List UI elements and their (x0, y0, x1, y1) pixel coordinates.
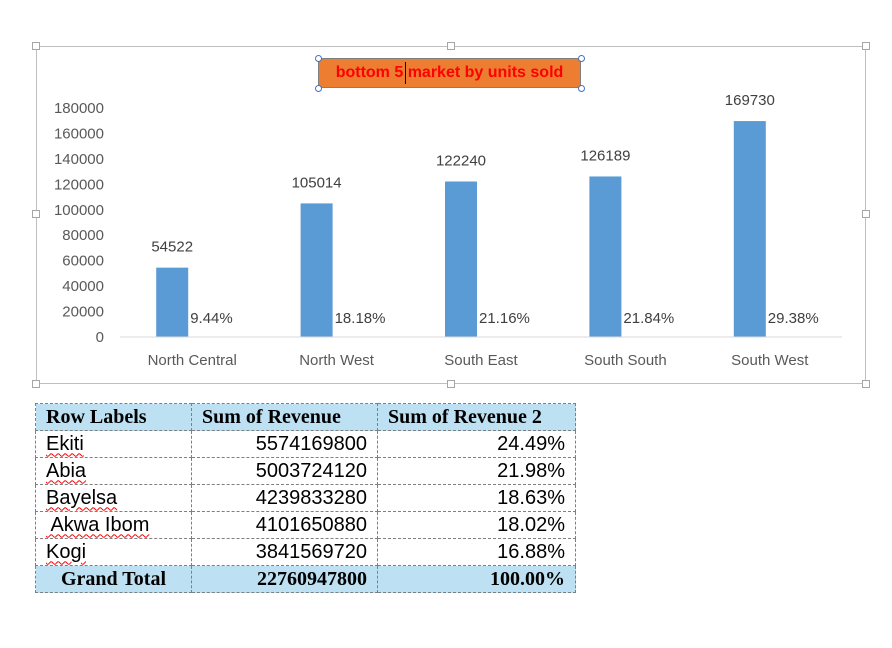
grand-total-label[interactable]: Grand Total (35, 565, 192, 593)
row-label[interactable]: Ekiti (35, 430, 192, 458)
percent-cell[interactable]: 21.98% (377, 457, 576, 485)
y-tick-label: 120000 (54, 176, 104, 193)
y-tick-label: 180000 (54, 100, 104, 117)
title-handle-top-right[interactable] (578, 55, 585, 62)
revenue-cell[interactable]: 4101650880 (191, 511, 378, 539)
resize-handle-bottom-left[interactable] (32, 380, 40, 388)
bar-value-label: 169730 (725, 92, 775, 109)
row-label[interactable]: Akwa Ibom (35, 511, 192, 539)
revenue-cell[interactable]: 5574169800 (191, 430, 378, 458)
grand-total-row: Grand Total 22760947800 100.00% (35, 565, 576, 593)
bar[interactable] (445, 181, 477, 337)
bar-value-label: 122240 (436, 152, 486, 169)
bar[interactable] (300, 203, 333, 337)
bar-percent-label: 21.84% (623, 310, 674, 327)
y-axis: 0 20000 40000 60000 80000 100000 120000 140000 1… (54, 100, 104, 346)
y-tick-label: 0 (96, 329, 104, 346)
percent-cell[interactable]: 18.63% (377, 484, 576, 512)
header-sum-of-revenue[interactable]: Sum of Revenue (191, 403, 378, 431)
grand-total-revenue[interactable]: 22760947800 (191, 565, 378, 593)
table-row: Akwa Ibom 4101650880 18.02% (35, 511, 576, 539)
bar-percent-label: 29.38% (768, 310, 819, 327)
resize-handle-top-right[interactable] (862, 42, 870, 50)
text-cursor (405, 62, 406, 84)
row-label[interactable]: Kogi (35, 538, 192, 566)
y-tick-label: 100000 (54, 202, 104, 219)
pivot-table: Row Labels Sum of Revenue Sum of Revenue… (35, 403, 576, 593)
header-row-labels[interactable]: Row Labels (35, 403, 192, 431)
resize-handle-right[interactable] (862, 210, 870, 218)
bar-value-label: 54522 (151, 239, 193, 256)
revenue-cell[interactable]: 3841569720 (191, 538, 378, 566)
x-tick-label: South South (584, 352, 667, 369)
x-axis: North Central North West South East South S… (120, 336, 842, 369)
revenue-cell[interactable]: 4239833280 (191, 484, 378, 512)
y-tick-label: 60000 (62, 253, 104, 270)
title-handle-bottom-left[interactable] (315, 85, 322, 92)
table-row: Bayelsa 4239833280 18.63% (35, 484, 576, 512)
row-label[interactable]: Bayelsa (35, 484, 192, 512)
chart-plot: 0 20000 40000 60000 80000 100000 120000 140000 1… (54, 92, 842, 369)
y-tick-label: 80000 (62, 227, 104, 244)
percent-cell[interactable]: 24.49% (377, 430, 576, 458)
bar-percent-label: 21.16% (479, 310, 530, 327)
table-row: Ekiti 5574169800 24.49% (35, 430, 576, 458)
table-row: Abia 5003724120 21.98% (35, 457, 576, 485)
title-handle-top-left[interactable] (315, 55, 322, 62)
y-tick-label: 140000 (54, 151, 104, 168)
x-tick-label: North Central (148, 352, 237, 369)
table-row: Kogi 3841569720 16.88% (35, 538, 576, 566)
resize-handle-top-left[interactable] (32, 42, 40, 50)
bar[interactable] (589, 176, 622, 337)
bar-value-label: 105014 (292, 174, 342, 191)
pivot-header-row: Row Labels Sum of Revenue Sum of Revenue… (35, 403, 576, 431)
resize-handle-top[interactable] (447, 42, 455, 50)
bar-value-label: 126189 (580, 147, 630, 164)
x-tick-label: South West (731, 352, 809, 369)
chart-title[interactable]: bottom 5 market by units sold (318, 58, 581, 88)
resize-handle-bottom-right[interactable] (862, 380, 870, 388)
title-handle-bottom-right[interactable] (578, 85, 585, 92)
bar[interactable] (156, 267, 189, 337)
resize-handle-left[interactable] (32, 210, 40, 218)
resize-handle-bottom[interactable] (447, 380, 455, 388)
y-tick-label: 160000 (54, 125, 104, 142)
bar-series: 54522 9.44% 105014 18.18% 122240 21.16% 126189… (151, 92, 819, 337)
bar-percent-label: 18.18% (335, 310, 386, 327)
row-label[interactable]: Abia (35, 457, 192, 485)
percent-cell[interactable]: 18.02% (377, 511, 576, 539)
bar-percent-label: 9.44% (190, 310, 233, 327)
grand-total-percent[interactable]: 100.00% (377, 565, 576, 593)
percent-cell[interactable]: 16.88% (377, 538, 576, 566)
x-tick-label: South East (444, 352, 518, 369)
y-tick-label: 20000 (62, 304, 104, 321)
revenue-cell[interactable]: 5003724120 (191, 457, 378, 485)
header-sum-of-revenue-2[interactable]: Sum of Revenue 2 (377, 403, 576, 431)
y-tick-label: 40000 (62, 278, 104, 295)
bar[interactable] (733, 121, 766, 337)
x-tick-label: North West (299, 352, 375, 369)
